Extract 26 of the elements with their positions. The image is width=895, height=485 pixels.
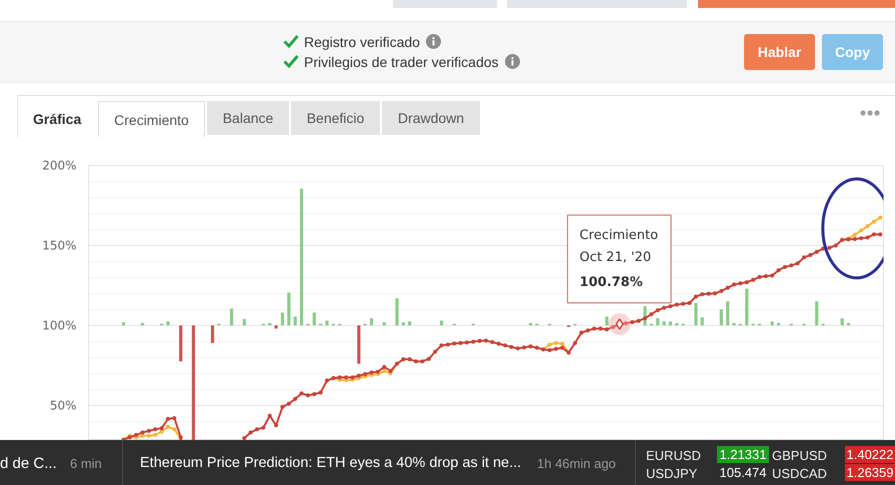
text: 105.474 xyxy=(720,465,766,480)
price-box: 1.21331 xyxy=(717,446,769,463)
tab: Beneficio xyxy=(291,101,380,135)
tab: Drawdown xyxy=(382,101,480,135)
text: EURUSD xyxy=(646,447,701,465)
price-box: 1.40222 xyxy=(845,446,895,463)
tab-active: Crecimiento xyxy=(98,101,205,137)
text: USDJPY xyxy=(646,465,698,483)
y-tick-label: 50% xyxy=(50,398,76,412)
price-box: 1.26359 xyxy=(845,464,895,481)
y-tick-label: 100% xyxy=(42,318,77,332)
text: Privilegios de trader verificados xyxy=(304,54,499,70)
text: GBPUSD xyxy=(772,447,827,465)
tab: Balance xyxy=(207,101,289,135)
button: Hablar xyxy=(744,34,815,70)
text: Registro verificado xyxy=(304,34,420,50)
text: Ethereum Price Prediction: ETH eyes a 40% drop as it ne... xyxy=(140,454,522,473)
text: d de C... xyxy=(0,454,57,474)
text: 6 min xyxy=(70,455,102,473)
y-tick-label: 200% xyxy=(42,158,77,172)
text: USDCAD xyxy=(772,465,827,483)
button: Copy xyxy=(822,34,883,70)
text: 1h 46min ago xyxy=(537,455,616,473)
text: Gráfica xyxy=(33,110,82,129)
y-tick-label: 150% xyxy=(42,238,77,252)
annotation: Crecimiento Oct 21, '20 100.78% xyxy=(580,228,658,290)
